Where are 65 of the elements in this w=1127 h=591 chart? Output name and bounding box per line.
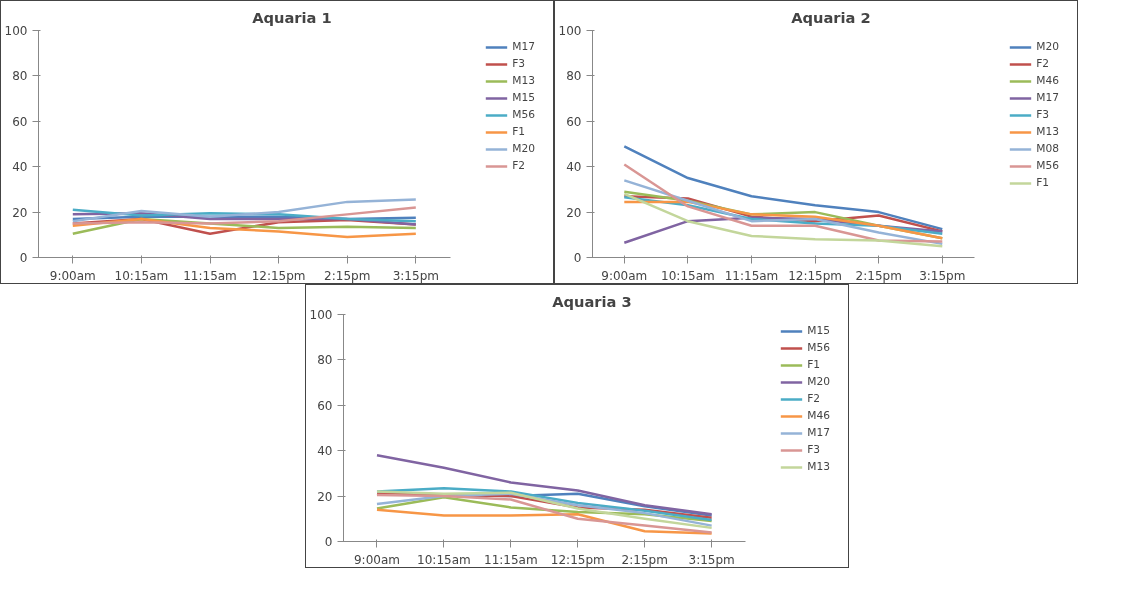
x-tick-label: 3:15pm [688,552,735,567]
x-tick-label: 11:15am [183,268,237,283]
legend-label: M08 [1036,142,1059,155]
legend-label: M15 [807,324,830,337]
x-tick-label: 11:15am [484,552,538,567]
x-tick-label: 2:15pm [621,552,668,567]
x-tick-label: 2:15pm [855,268,902,283]
legend-label: M17 [1036,91,1059,104]
x-tick-label: 9:00am [601,268,648,283]
legend-label: F3 [1036,108,1051,121]
x-tick-label: 2:15pm [324,268,371,283]
x-tick-label: 11:15am [724,268,779,283]
legend-label: F2 [807,392,822,405]
y-tick-label: 100 [309,308,333,322]
x-tick-label: 10:15am [417,552,471,567]
legend-label: F2 [1036,57,1051,70]
y-tick-label: 40 [566,160,582,175]
x-tick-label: 12:15pm [788,268,843,283]
legend-label: M56 [807,341,830,354]
legend-label: F3 [807,443,822,456]
x-tick-label: 12:15pm [550,552,605,567]
legend-label: M17 [807,426,830,439]
y-tick-label: 0 [19,251,28,265]
legend-label: M46 [1036,74,1059,87]
chart-title: Aquaria 1 [252,8,332,26]
y-tick-label: 40 [12,160,28,175]
legend-label: F2 [512,159,527,172]
legend-label: M13 [512,74,535,87]
legend-label: M13 [807,460,830,473]
legend-label: M13 [1036,125,1059,138]
legend-label: F3 [512,57,527,70]
y-tick-label: 100 [4,24,28,38]
chart-title: Aquaria 2 [791,8,871,26]
y-tick-label: 40 [317,444,333,459]
x-tick-label: 12:15pm [251,268,306,283]
legend-label: M56 [512,108,535,121]
y-tick-label: 80 [566,69,582,84]
y-tick-label: 60 [317,398,333,413]
y-tick-label: 60 [12,114,28,129]
y-tick-label: 0 [324,535,333,549]
legend-label: M56 [1036,159,1059,172]
x-tick-label: 10:15am [661,268,715,283]
legend-label: M20 [1036,40,1059,53]
x-tick-label: 3:15pm [392,268,439,283]
y-tick-label: 80 [317,353,333,368]
y-tick-label: 60 [566,114,582,129]
y-tick-label: 20 [566,205,582,220]
legend-label: F1 [807,358,822,371]
y-tick-label: 100 [558,24,582,38]
x-tick-label: 10:15am [114,268,169,283]
legend-label: M20 [512,142,535,155]
legend-label: M46 [807,409,830,422]
legend-label: M20 [807,375,830,388]
legend-label: F1 [1036,176,1051,189]
x-tick-label: 9:00am [49,268,96,283]
legend-label: M15 [512,91,535,104]
y-tick-label: 0 [573,251,582,265]
y-tick-label: 20 [317,489,333,504]
legend-label: F1 [512,125,527,138]
x-tick-label: 3:15pm [919,268,966,283]
y-tick-label: 80 [12,69,28,84]
y-tick-label: 20 [12,205,28,220]
chart-title: Aquaria 3 [552,292,632,310]
x-tick-label: 9:00am [353,552,400,567]
legend-label: M17 [512,40,535,53]
